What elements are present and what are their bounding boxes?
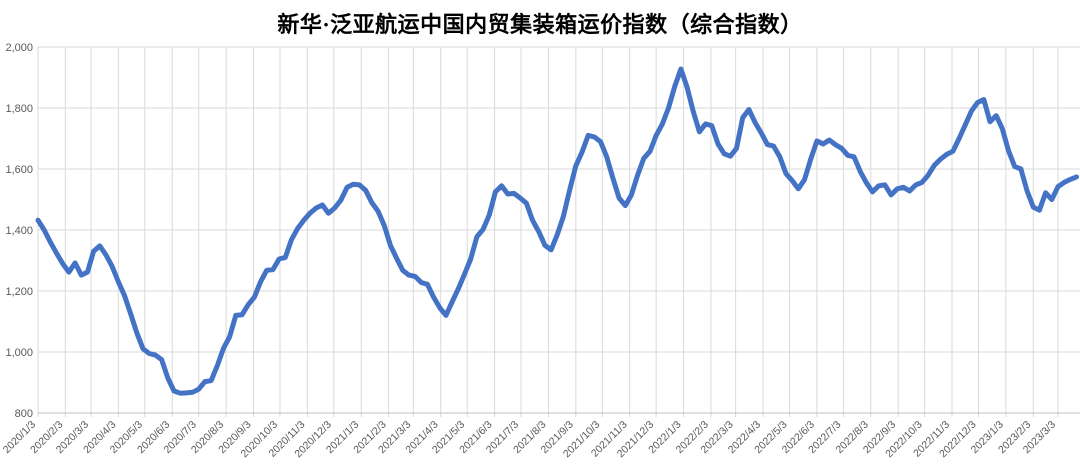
y-tick-label: 1,600	[5, 164, 33, 176]
chart-title: 新华·泛亚航运中国内贸集装箱运价指数（综合指数）	[277, 12, 803, 37]
index-series-line	[35, 66, 1079, 396]
y-tick-label: 1,200	[5, 286, 33, 298]
y-tick-label: 1,400	[5, 225, 33, 237]
y-tick-label: 800	[15, 408, 33, 420]
y-tick-label: 2,000	[5, 42, 33, 54]
y-tick-label: 1,800	[5, 103, 33, 115]
y-tick-label: 1,000	[5, 347, 33, 359]
